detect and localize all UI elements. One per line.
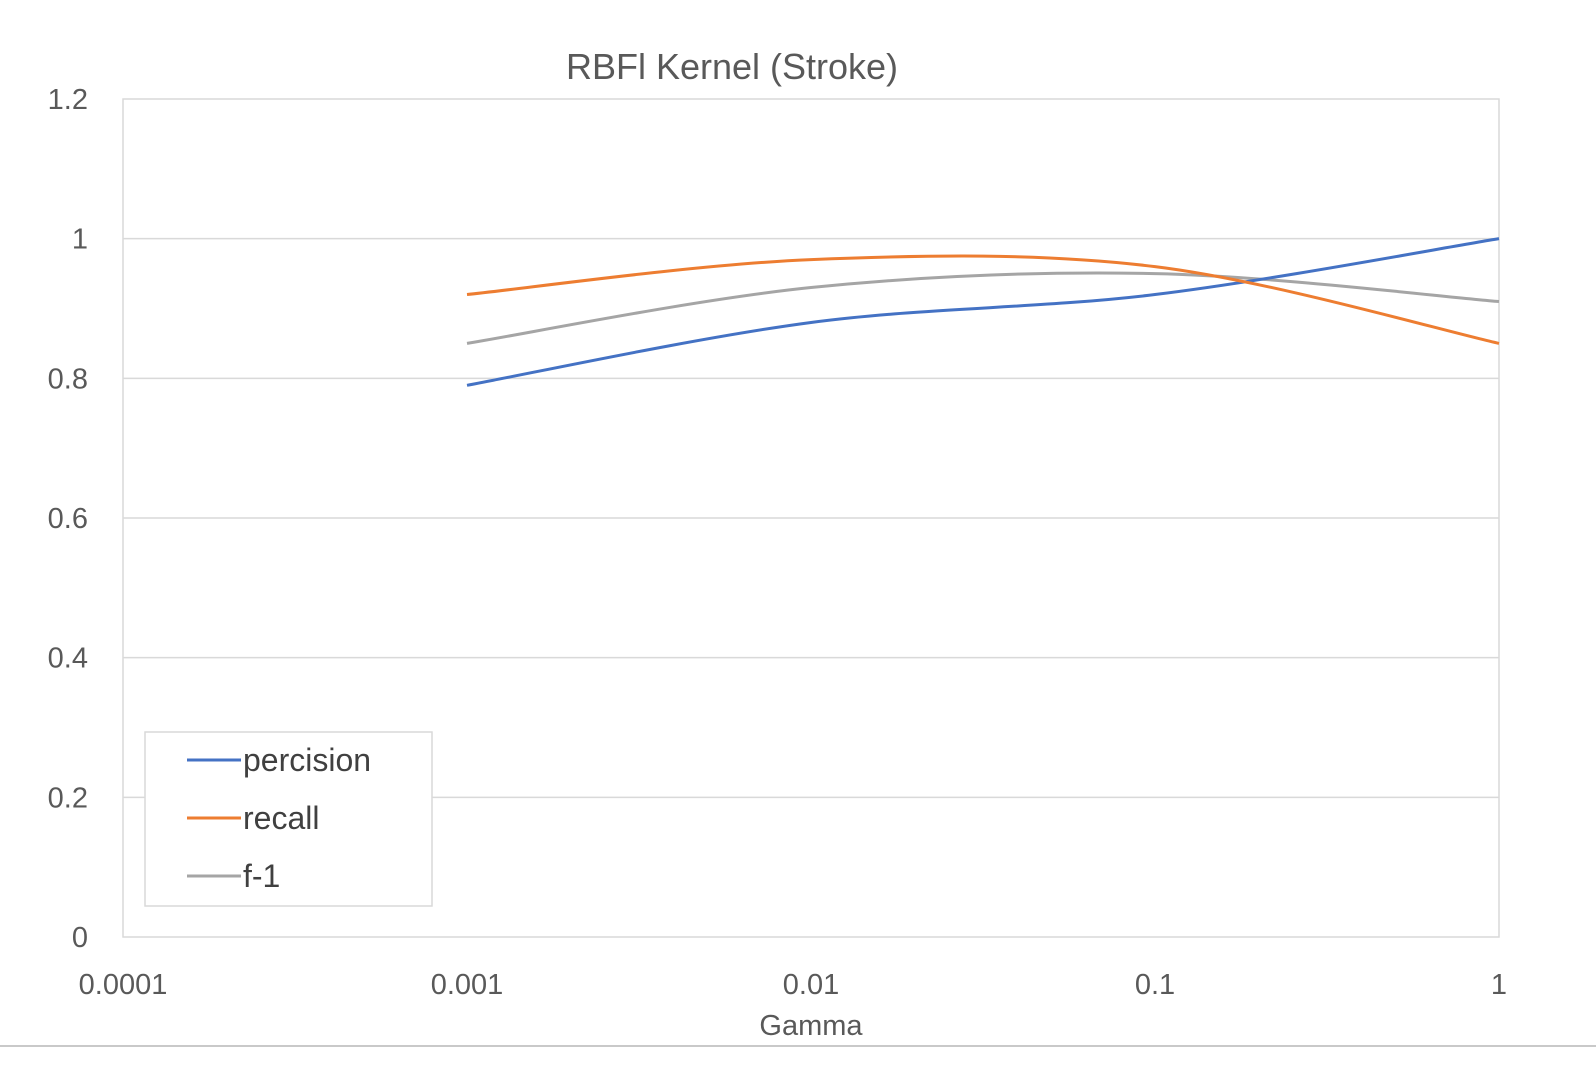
series-line-percision <box>466 237 1500 387</box>
y-tick-label: 0 <box>72 922 88 954</box>
y-tick-label: 0.2 <box>48 782 88 814</box>
legend-label-f-1: f-1 <box>243 858 280 894</box>
x-tick-label: 0.01 <box>783 969 839 1001</box>
series-lines <box>466 237 1500 387</box>
series-line-recall <box>466 254 1500 345</box>
divider <box>0 1045 1596 1047</box>
x-tick-label: 0.001 <box>431 969 504 1001</box>
x-tick-label: 1 <box>1491 969 1507 1001</box>
x-axis-label: Gamma <box>759 1010 863 1042</box>
y-tick-label: 0.4 <box>48 643 88 675</box>
legend-label-percision: percision <box>243 742 371 778</box>
y-tick-label: 0.6 <box>48 503 88 535</box>
series-line-f-1 <box>466 271 1500 345</box>
chart-title: RBFl Kernel (Stroke) <box>566 46 898 87</box>
x-axis-ticks: 0.0001 0.001 0.01 0.1 1 <box>79 969 1507 1001</box>
gridlines <box>123 237 1499 799</box>
y-axis-ticks: 0 0.2 0.4 0.6 0.8 1 1.2 <box>48 84 88 954</box>
plot-area-frame <box>122 98 1500 938</box>
x-tick-label: 0.0001 <box>79 969 168 1001</box>
x-tick-label: 0.1 <box>1135 969 1175 1001</box>
y-tick-label: 0.8 <box>48 363 88 395</box>
legend: percision recall f-1 <box>144 731 433 907</box>
y-tick-label: 1.2 <box>48 84 88 116</box>
legend-label-recall: recall <box>243 800 319 836</box>
y-tick-label: 1 <box>72 224 88 256</box>
